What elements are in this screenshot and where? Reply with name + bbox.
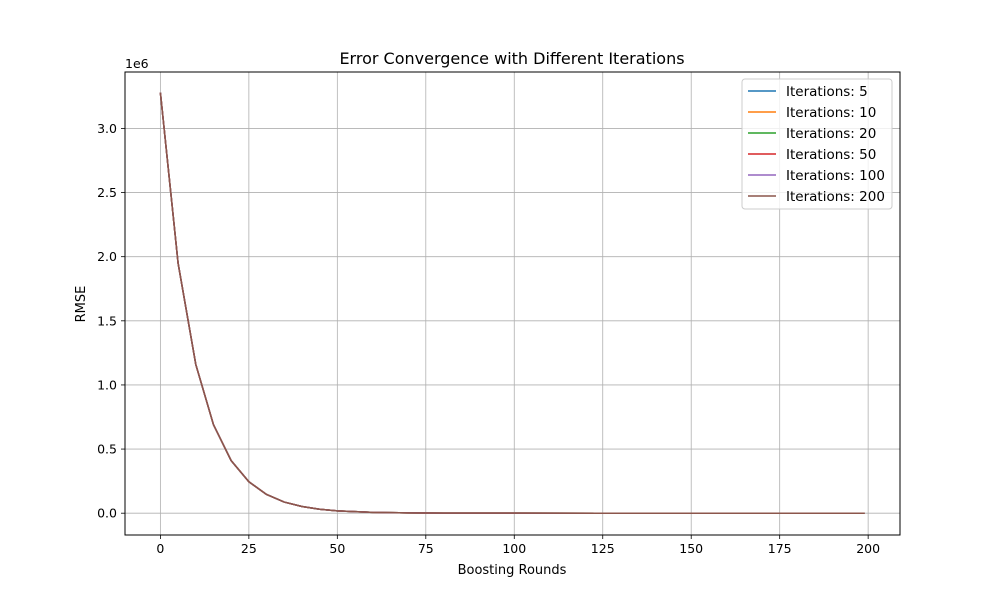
- legend: Iterations: 5 Iterations: 10 Iterations: 2…: [741, 78, 893, 210]
- y-tick-label: 2.5: [97, 185, 117, 200]
- y-tick-label: 1.5: [97, 313, 117, 328]
- y-tick-label: 2.0: [97, 249, 117, 264]
- y-axis-label: RMSE: [74, 286, 89, 323]
- y-tick-label: 0.5: [97, 442, 117, 457]
- legend-box: [741, 78, 893, 210]
- series-lines: [159, 92, 865, 514]
- legend-label: Iterations: 100: [786, 168, 885, 184]
- legend-label: Iterations: 20: [786, 126, 876, 142]
- y-axis-ticks: 0.0 0.5 1.0 1.5 2.0 2.5 3.0: [97, 121, 125, 521]
- plot-area-frame: [124, 71, 901, 536]
- chart-title: Error Convergence with Different Iterati…: [339, 49, 684, 68]
- y-tick-label: 0.0: [97, 506, 117, 521]
- x-tick-label: 0: [156, 541, 164, 556]
- x-axis-label: Boosting Rounds: [458, 563, 567, 578]
- x-axis-ticks: 0 25 50 75 100 125 150 175 200: [156, 535, 880, 556]
- x-tick-label: 50: [329, 541, 345, 556]
- y-axis-offset-label: 1e6: [125, 56, 149, 71]
- x-tick-label: 200: [856, 541, 880, 556]
- x-tick-label: 25: [241, 541, 257, 556]
- legend-label: Iterations: 50: [786, 147, 876, 163]
- legend-label: Iterations: 5: [786, 84, 868, 100]
- y-tick-label: 1.0: [97, 377, 117, 392]
- x-tick-label: 125: [591, 541, 615, 556]
- x-tick-label: 100: [502, 541, 526, 556]
- series-line-6: [159, 92, 865, 514]
- x-tick-label: 75: [418, 541, 434, 556]
- legend-label: Iterations: 200: [786, 189, 885, 205]
- x-tick-label: 175: [768, 541, 792, 556]
- x-tick-label: 150: [679, 541, 703, 556]
- y-tick-label: 3.0: [97, 121, 117, 136]
- legend-label: Iterations: 10: [786, 105, 876, 121]
